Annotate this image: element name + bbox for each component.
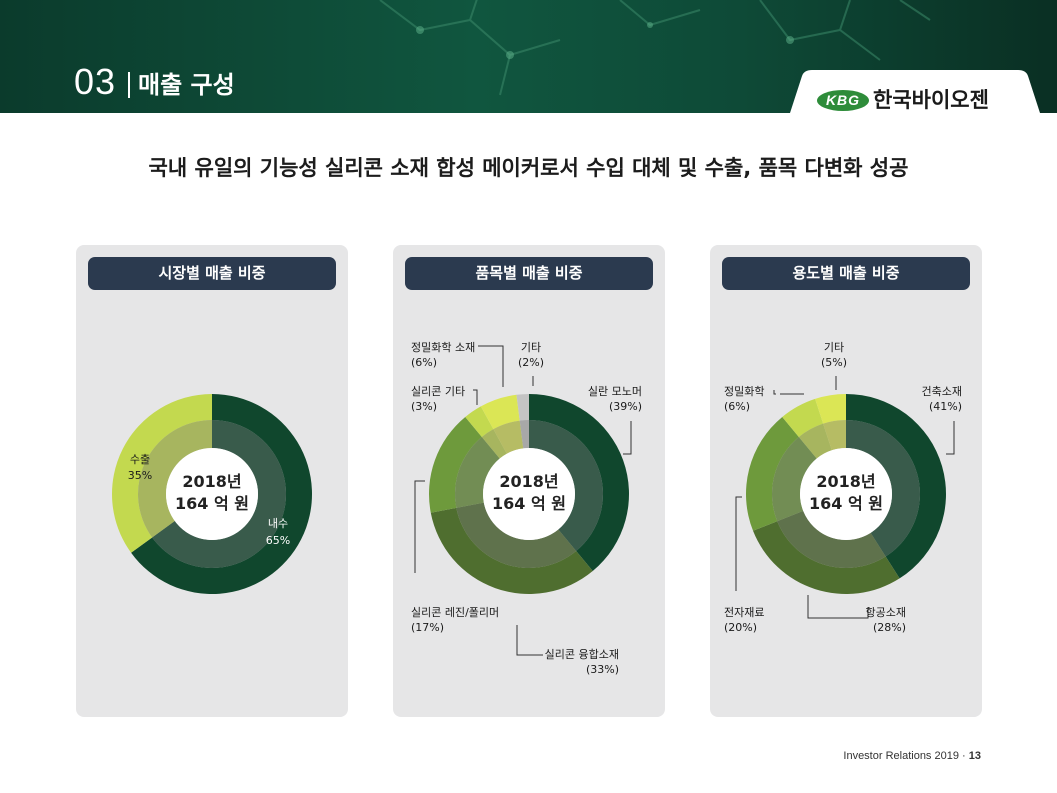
donut-slice-inner <box>152 420 287 568</box>
slice-percent: (20%) <box>724 621 757 634</box>
usage-sales-panel: 용도별 매출 비중 2018년 164 억 원 건축소재 (41%) 항공소재 … <box>710 245 982 717</box>
slice-label: 전자재료 <box>724 606 764 619</box>
slice-percent: (17%) <box>411 621 444 634</box>
donut-slice-shade <box>456 502 577 568</box>
page-footer: Investor Relations 2019 · 13 <box>843 750 981 762</box>
donut-slice <box>753 521 900 594</box>
center-year: 2018년 <box>499 472 558 491</box>
donut-slice-shade <box>823 420 846 451</box>
slice-label: 항공소재 <box>866 606 906 619</box>
donut-slice-shade <box>519 420 529 449</box>
slice-label: 내수 <box>268 517 288 530</box>
donut-slice-shade <box>455 436 500 508</box>
donut-slice <box>846 394 946 579</box>
donut-slice-inner <box>823 420 846 451</box>
panel-title: 시장별 매출 비중 <box>88 257 336 290</box>
center-amount: 164 억 원 <box>175 494 249 513</box>
page-number: 13 <box>968 750 981 762</box>
slice-label: 실란 모노머 <box>588 385 642 398</box>
slice-percent: (6%) <box>411 356 437 369</box>
donut-slice-shade <box>777 510 886 568</box>
donut-slice-shade <box>798 423 832 459</box>
donut-slice-inner <box>529 420 603 552</box>
slice-percent: (39%) <box>609 400 642 413</box>
donut-slice-inner <box>493 420 524 454</box>
donut-slice-inner <box>481 429 507 459</box>
leader-lines <box>414 345 632 656</box>
donut-slice-inner <box>519 420 529 449</box>
market-sales-panel: 시장별 매출 비중 2018년 164 억 원 내수 65% 수출 35% <box>76 245 348 717</box>
donut-slice-shade <box>481 429 507 459</box>
slice-percent: (2%) <box>518 356 544 369</box>
slice-percent: (33%) <box>586 663 619 676</box>
slice-label: 정밀화학 소재 <box>411 341 475 354</box>
slice-percent: (5%) <box>821 356 847 369</box>
donut-center <box>800 448 892 540</box>
donut-slice <box>465 406 494 437</box>
donut-slice <box>782 398 824 437</box>
section-title: 매출 구성 <box>138 71 235 99</box>
center-year: 2018년 <box>816 472 875 491</box>
donut-slice-shade <box>529 420 603 552</box>
page-headline: 국내 유일의 기능성 실리콘 소재 합성 메이커로서 수입 대체 및 수출, 품… <box>148 156 909 180</box>
donut-slice-inner <box>138 420 212 538</box>
donut-slice-inner <box>846 420 920 557</box>
slice-percent: (28%) <box>873 621 906 634</box>
donut-slice <box>131 394 312 594</box>
center-year: 2018년 <box>182 472 241 491</box>
donut-center <box>483 448 575 540</box>
donut-slice <box>529 394 629 572</box>
donut-slice-inner <box>456 502 577 568</box>
slice-percent: 35% <box>128 469 152 482</box>
donut-center <box>166 448 258 540</box>
donut-slice <box>746 416 799 531</box>
donut-slice-shade <box>846 420 920 557</box>
slice-label: 정밀화학 <box>724 385 764 398</box>
usage-donut-chart: 2018년 164 억 원 건축소재 (41%) 항공소재 (28%) 전자재료… <box>724 341 962 634</box>
donut-slice <box>112 394 212 553</box>
slice-label: 실리콘 레진/폴리머 <box>411 606 499 619</box>
slice-label: 건축소재 <box>922 385 962 398</box>
company-logo-badge: KBG <box>817 90 869 111</box>
donut-slice <box>516 394 529 421</box>
slice-label: 기타 <box>824 341 844 354</box>
donut-slice-inner <box>798 423 832 459</box>
section-number: 03 <box>74 61 117 102</box>
donut-slice-shade <box>138 420 212 538</box>
donut-slice <box>815 394 846 424</box>
slice-label: 실리콘 기타 <box>411 385 465 398</box>
donut-slice-shade <box>152 420 287 568</box>
donut-slice <box>480 394 520 430</box>
donut-slice-inner <box>777 510 886 568</box>
slice-percent: (3%) <box>411 400 437 413</box>
header-banner: 03 매출 구성 <box>0 0 1057 113</box>
slice-percent: (6%) <box>724 400 750 413</box>
molecule-decoration <box>379 0 931 96</box>
slice-label: 수출 <box>130 453 150 466</box>
center-amount: 164 억 원 <box>809 494 883 513</box>
donut-slice <box>430 507 593 594</box>
donut-slice-shade <box>772 436 817 522</box>
center-amount: 164 억 원 <box>492 494 566 513</box>
slice-label: 실리콘 융합소재 <box>545 648 619 661</box>
slice-percent: (41%) <box>929 400 962 413</box>
market-donut-chart: 2018년 164 억 원 내수 65% 수출 35% <box>112 394 312 594</box>
donut-slice-inner <box>455 436 500 508</box>
panel-title: 품목별 매출 비중 <box>405 257 653 290</box>
donut-slice <box>429 416 482 513</box>
leader-lines <box>735 376 955 619</box>
section-divider <box>128 72 130 98</box>
slice-percent: 65% <box>266 534 290 547</box>
slice-label: 기타 <box>521 341 541 354</box>
product-sales-panel: 품목별 매출 비중 2018년 164 억 원 실란 모노머 (39%) 실리콘… <box>393 245 665 717</box>
donut-slice-shade <box>493 420 524 454</box>
donut-slice-inner <box>772 436 817 522</box>
panel-title: 용도별 매출 비중 <box>722 257 970 290</box>
product-donut-chart: 2018년 164 억 원 실란 모노머 (39%) 실리콘 융합소재 (33%… <box>411 341 642 676</box>
footer-text: Investor Relations 2019 · <box>843 750 969 762</box>
company-logo-text: 한국바이오젠 <box>873 88 989 112</box>
